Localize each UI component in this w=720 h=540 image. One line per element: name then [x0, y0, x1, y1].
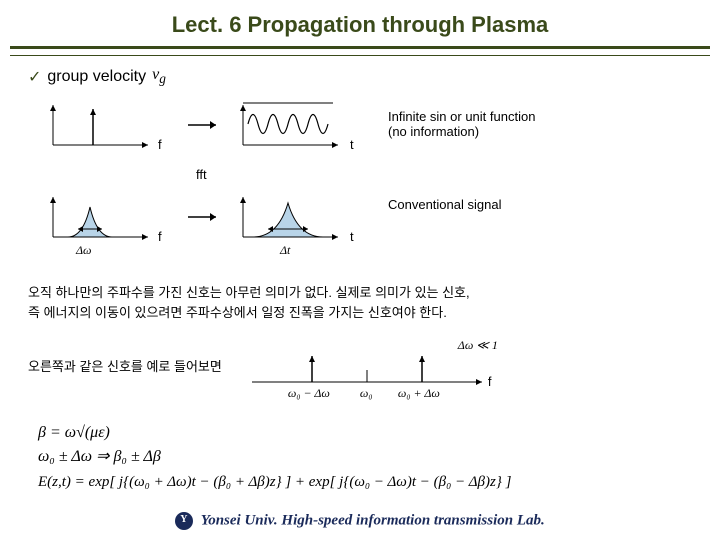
arrow-row1	[188, 119, 222, 131]
content-area: ✓ group velocity vg f t In	[0, 56, 720, 491]
plot-delta-freq	[48, 97, 158, 153]
slide-title: Lect. 6 Propagation through Plasma	[0, 0, 720, 46]
freq-diagram: Δω ≪ 1 ω₀ − Δω ω₀ ω₀ + Δω f	[242, 342, 502, 412]
equations-block: β = ω√(με) ω₀ ± Δω ⇒ β₀ ± Δβ E(z,t) = ex…	[28, 424, 692, 491]
row1-t-label: t	[350, 137, 354, 152]
vg-symbol: vg	[152, 66, 166, 87]
row2-f-label: f	[158, 229, 162, 244]
example-row: 오른쪽과 같은 신호를 예로 들어보면 Δω ≪ 1 ω₀ − Δω ω₀ ω₀…	[28, 342, 692, 412]
bullet-group-velocity: ✓ group velocity vg	[28, 66, 692, 87]
arrow-row2	[188, 211, 222, 223]
right-tick-label: ω₀ + Δω	[398, 386, 440, 401]
delta-omega-label: Δω	[76, 243, 92, 258]
eq-efield: E(z,t) = exp[ j{(ω₀ + Δω)t − (β₀ + Δβ)z}…	[38, 474, 692, 491]
eq-omega-beta: ω₀ ± Δω ⇒ β₀ ± Δβ	[38, 446, 692, 466]
freq-axis-f-label: f	[488, 374, 492, 389]
center-tick-label: ω₀	[360, 386, 373, 401]
korean-paragraph: 오직 하나만의 주파수를 가진 신호는 아무런 의미가 없다. 실제로 의미가 …	[28, 283, 692, 322]
footer: Yonsei Univ. High-speed information tran…	[0, 512, 720, 530]
delta-t-label: Δt	[280, 243, 290, 258]
row2-description: Conventional signal	[388, 197, 501, 212]
footer-text: Yonsei Univ. High-speed information tran…	[201, 512, 545, 528]
example-text: 오른쪽과 같은 신호를 예로 들어보면	[28, 342, 222, 375]
title-underline-thick	[10, 46, 710, 49]
bullet-text: group velocity	[47, 68, 146, 86]
row1-description: Infinite sin or unit function (no inform…	[388, 109, 535, 139]
check-icon: ✓	[28, 67, 41, 87]
plot-sine-time	[238, 97, 348, 153]
row2-t-label: t	[350, 229, 354, 244]
plot-gauss-freq	[48, 189, 158, 245]
plot-gauss-time	[238, 189, 348, 245]
row1-f-label: f	[158, 137, 162, 152]
condition-label: Δω ≪ 1	[458, 338, 498, 353]
footer-logo-icon	[175, 512, 193, 530]
fft-label: fft	[196, 167, 207, 182]
eq-beta: β = ω√(με)	[38, 424, 692, 442]
diagram-area: f t Infinite sin or unit function (no in…	[28, 97, 692, 277]
left-tick-label: ω₀ − Δω	[288, 386, 330, 401]
